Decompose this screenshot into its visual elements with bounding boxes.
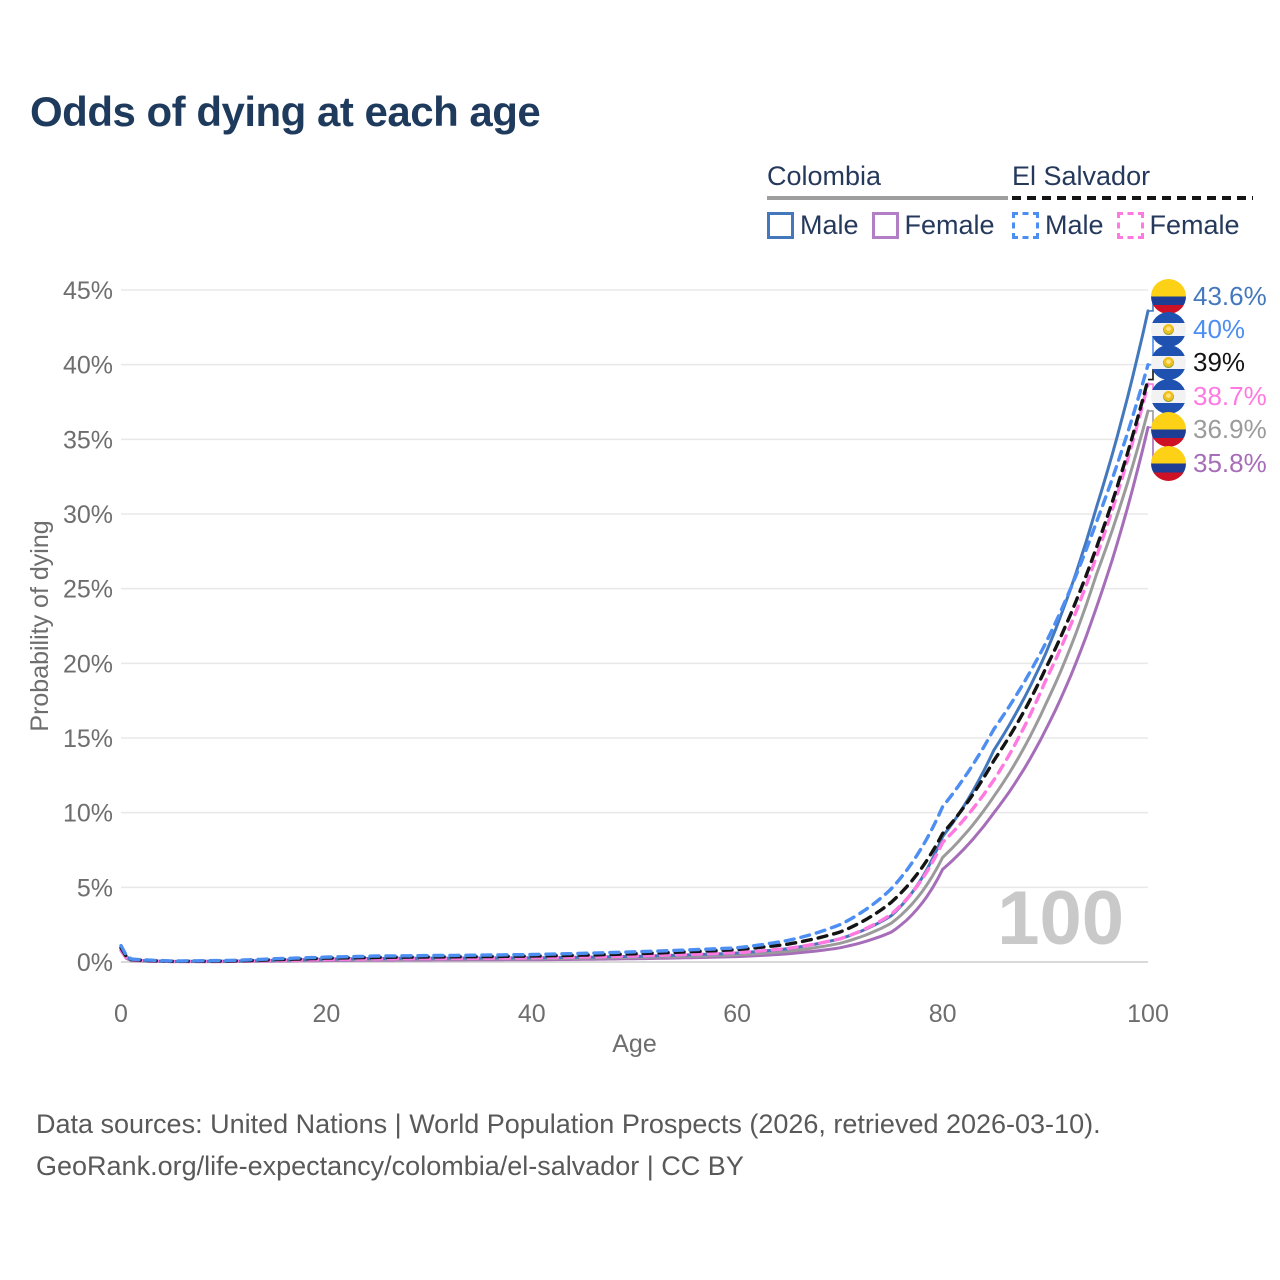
x-tick-label-0: 0 (114, 1000, 128, 1028)
age-watermark: 100 (997, 876, 1124, 961)
el-salvador-female-swatch (1116, 211, 1144, 239)
series-line-colombia-both-sexes (119, 409, 1150, 964)
legend-group-el-salvador: El Salvador Male Female (1012, 161, 1253, 241)
x-axis-title: Age (612, 1030, 656, 1058)
label-connector-colombia-male (1148, 295, 1158, 312)
y-tick-label-10: 10% (63, 800, 113, 828)
colombia-male-label: Male (800, 209, 859, 240)
label-connector-el-salvador-male (1148, 328, 1158, 366)
x-tick-label-80: 80 (929, 1000, 957, 1028)
series-line-el-salvador-female (119, 382, 1150, 964)
footer: Data sources: United Nations | World Pop… (36, 1104, 1101, 1188)
x-tick-label-100: 100 (1127, 1000, 1169, 1028)
y-tick-label-5: 5% (77, 874, 113, 902)
legend-row-el-salvador: Male Female (1012, 210, 1253, 241)
y-tick-label-30: 30% (63, 501, 113, 529)
page-title: Odds of dying at each age (30, 88, 541, 135)
x-tick-label-40: 40 (518, 1000, 546, 1028)
colombia-linestyle-swatch (767, 195, 1008, 200)
label-connector-el-salvador-female (1148, 383, 1158, 397)
y-axis-title: Probability of dying (26, 520, 54, 731)
data-sources-text: Data sources: United Nations | World Pop… (36, 1109, 1101, 1139)
legend-group-title-colombia: Colombia (767, 161, 882, 191)
y-tick-label-45: 45% (63, 277, 113, 305)
colombia-male-swatch (767, 211, 794, 239)
y-tick-label-40: 40% (63, 352, 113, 380)
legend-row-colombia: Male Female (767, 210, 1008, 241)
series-line-colombia-male (119, 309, 1150, 963)
x-tick-label-60: 60 (723, 1000, 751, 1028)
colombia-female-swatch (871, 211, 899, 239)
el-salvador-male-swatch (1012, 211, 1039, 239)
y-tick-label-35: 35% (63, 426, 113, 454)
y-tick-label-15: 15% (63, 725, 113, 753)
series-line-colombia-female (119, 425, 1150, 964)
y-tick-label-0: 0% (77, 949, 113, 977)
attribution-text: GeoRank.org/life-expectancy/colombia/el-… (36, 1150, 744, 1181)
colombia-female-label: Female (904, 209, 995, 240)
el-salvador-male-label: Male (1045, 209, 1104, 240)
x-tick-label-20: 20 (312, 1000, 340, 1028)
legend-group-colombia: Colombia Male Female (767, 161, 1008, 241)
series-line-el-salvador-male (119, 363, 1150, 963)
y-tick-label-20: 20% (63, 650, 113, 678)
y-tick-label-25: 25% (63, 576, 113, 604)
el-salvador-linestyle-swatch (1012, 195, 1253, 200)
series-line-el-salvador-both-sexes (119, 377, 1150, 963)
label-connector-colombia-female (1148, 426, 1158, 464)
el-salvador-female-label: Female (1149, 209, 1240, 240)
legend-group-title-el-salvador: El Salvador (1012, 161, 1151, 191)
